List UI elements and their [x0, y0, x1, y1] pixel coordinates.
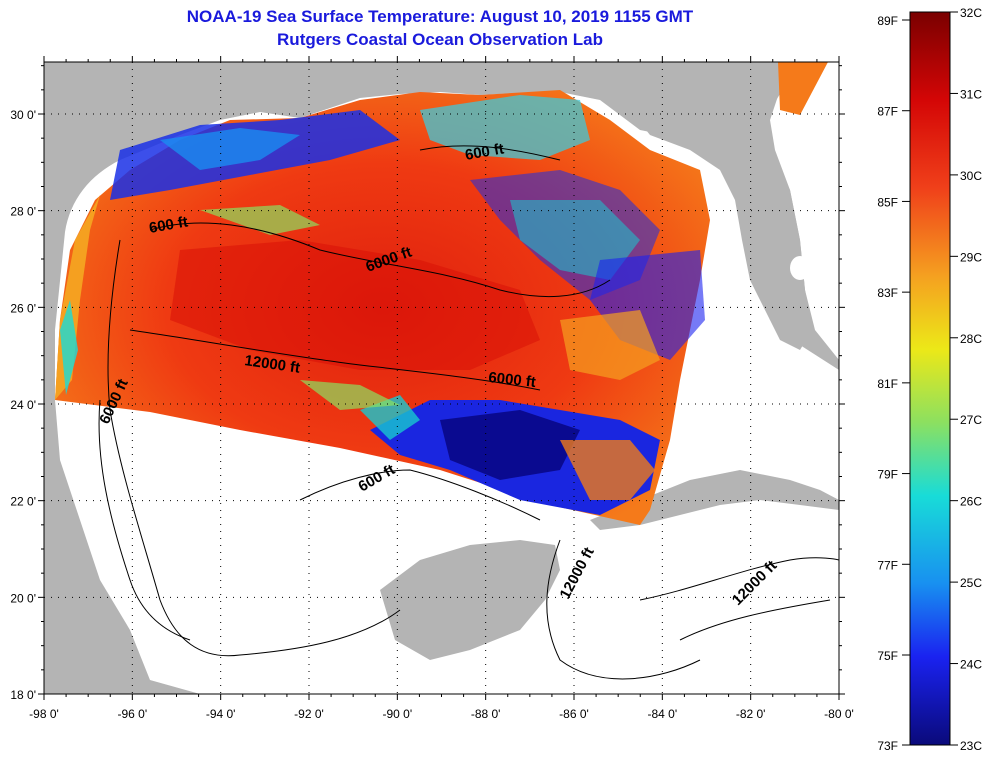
sst-swath: [55, 90, 710, 525]
lon-tick-label: -84 0': [648, 707, 678, 721]
atlantic-water: [770, 62, 839, 360]
graticule: [44, 62, 839, 694]
colorbar-f-label: 81F: [877, 377, 898, 391]
colorbar-c-label: 25C: [960, 576, 982, 590]
colorbar-c-label: 23C: [960, 739, 982, 753]
colorbar-celsius-labels: 32C 31C 30C 29C 28C 27C 26C 25C 24C 23C: [950, 6, 982, 753]
yucatan-land: [380, 540, 560, 660]
colorbar-c-label: 29C: [960, 250, 982, 264]
cuba-land: [590, 470, 839, 530]
contour-label: 6000 ft: [488, 369, 537, 391]
caribbean-water: [555, 520, 839, 694]
bathymetry-contours: [98, 145, 839, 680]
lon-tick-label: -94 0': [206, 707, 236, 721]
lon-tick-label: -88 0': [471, 707, 501, 721]
colorbar-gradient: [909, 11, 951, 746]
colorbar-f-label: 89F: [877, 14, 898, 28]
lon-tick-label: -90 0': [383, 707, 413, 721]
florida-land: [630, 62, 812, 350]
colorbar-c-label: 24C: [960, 658, 982, 672]
colorbar: 89F 87F 85F 83F 81F 79F 77F 75F 73F 32C 31C 30C 29C…: [877, 6, 982, 753]
atlantic-sst-strip: [778, 62, 828, 115]
colorbar-c-label: 26C: [960, 495, 982, 509]
longitude-axis: -98 0' -96 0' -94 0' -92 0' -90 0' -88 0' -86 …: [29, 56, 854, 721]
lon-tick-label: -86 0': [559, 707, 589, 721]
colorbar-f-label: 83F: [877, 286, 898, 300]
lat-tick-label: 28 0': [10, 205, 36, 219]
colorbar-c-label: 28C: [960, 332, 982, 346]
lake-okeechobee: [790, 256, 810, 280]
contour-label: 600 ft: [464, 140, 506, 164]
lat-tick-label: 22 0': [10, 495, 36, 509]
map-plot-area: 600 ft 600 ft 6000 ft 12000 ft 6000 ft 6…: [44, 62, 839, 694]
colorbar-f-label: 85F: [877, 195, 898, 209]
lat-tick-label: 18 0': [10, 688, 36, 702]
colorbar-c-label: 30C: [960, 169, 982, 183]
map-subtitle: Rutgers Coastal Ocean Observation Lab: [277, 30, 603, 49]
colorbar-f-label: 75F: [877, 649, 898, 663]
latitude-axis: 30 0' 28 0' 26 0' 24 0' 22 0' 20 0' 18 0': [10, 65, 845, 702]
lon-tick-label: -98 0': [29, 707, 59, 721]
colorbar-f-label: 73F: [877, 739, 898, 753]
contour-label: 600 ft: [148, 213, 190, 237]
lon-tick-label: -80 0': [824, 707, 854, 721]
map-title: NOAA-19 Sea Surface Temperature: August …: [186, 7, 694, 26]
colorbar-f-label: 79F: [877, 468, 898, 482]
lon-tick-label: -82 0': [736, 707, 766, 721]
lat-tick-label: 20 0': [10, 591, 36, 605]
lat-tick-label: 26 0': [10, 301, 36, 315]
lon-tick-label: -92 0': [294, 707, 324, 721]
lon-tick-label: -96 0': [118, 707, 148, 721]
lat-tick-label: 24 0': [10, 398, 36, 412]
colorbar-c-label: 32C: [960, 6, 982, 20]
colorbar-f-label: 87F: [877, 105, 898, 119]
colorbar-c-label: 27C: [960, 413, 982, 427]
colorbar-fahrenheit-labels: 89F 87F 85F 83F 81F 79F 77F 75F 73F: [877, 14, 910, 753]
lat-tick-label: 30 0': [10, 108, 36, 122]
colorbar-c-label: 31C: [960, 87, 982, 101]
colorbar-f-label: 77F: [877, 558, 898, 572]
